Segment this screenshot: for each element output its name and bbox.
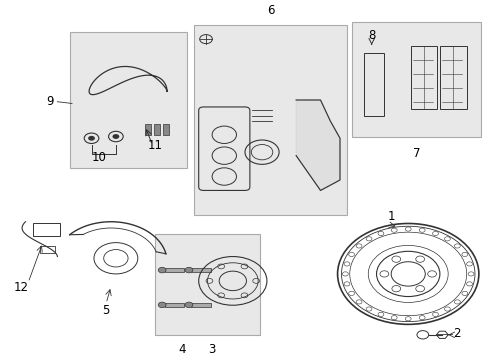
Bar bbox=[163, 124, 169, 135]
Text: 2: 2 bbox=[453, 327, 461, 340]
Circle shape bbox=[185, 302, 193, 308]
Text: 7: 7 bbox=[413, 147, 420, 160]
Polygon shape bbox=[296, 100, 340, 190]
Circle shape bbox=[462, 291, 468, 296]
Circle shape bbox=[468, 272, 474, 276]
Circle shape bbox=[392, 256, 401, 262]
Circle shape bbox=[466, 262, 472, 266]
Text: 6: 6 bbox=[267, 4, 274, 17]
Circle shape bbox=[356, 300, 362, 304]
Circle shape bbox=[349, 252, 355, 257]
Circle shape bbox=[343, 272, 348, 276]
Bar bbox=[155, 234, 260, 335]
Circle shape bbox=[344, 282, 350, 286]
Circle shape bbox=[392, 316, 397, 320]
Text: 12: 12 bbox=[13, 281, 28, 294]
Bar bbox=[194, 25, 347, 215]
Circle shape bbox=[454, 300, 460, 304]
Circle shape bbox=[392, 228, 397, 232]
Circle shape bbox=[380, 271, 389, 277]
Circle shape bbox=[378, 312, 384, 316]
Circle shape bbox=[428, 271, 437, 277]
Bar bbox=[40, 246, 55, 253]
Bar bbox=[154, 124, 160, 135]
Bar bbox=[192, 303, 211, 307]
Circle shape bbox=[366, 237, 372, 241]
Circle shape bbox=[392, 285, 401, 292]
Circle shape bbox=[444, 237, 450, 241]
Circle shape bbox=[462, 252, 468, 257]
Circle shape bbox=[405, 227, 411, 231]
Circle shape bbox=[405, 317, 411, 321]
Circle shape bbox=[158, 302, 166, 308]
Bar bbox=[352, 22, 481, 136]
Bar bbox=[411, 46, 438, 109]
Bar bbox=[165, 303, 184, 307]
Circle shape bbox=[158, 267, 166, 273]
Text: 9: 9 bbox=[47, 95, 54, 108]
Circle shape bbox=[185, 267, 193, 273]
Bar bbox=[165, 268, 184, 272]
Circle shape bbox=[444, 307, 450, 311]
Circle shape bbox=[378, 231, 384, 235]
Circle shape bbox=[88, 136, 95, 141]
Text: 11: 11 bbox=[147, 139, 162, 152]
Circle shape bbox=[416, 256, 424, 262]
Bar bbox=[70, 32, 187, 168]
Text: 3: 3 bbox=[208, 343, 216, 356]
Text: 8: 8 bbox=[368, 29, 375, 42]
Circle shape bbox=[356, 244, 362, 248]
Circle shape bbox=[366, 307, 372, 311]
Circle shape bbox=[113, 134, 119, 139]
Text: 4: 4 bbox=[178, 343, 185, 356]
Bar bbox=[365, 53, 384, 116]
Circle shape bbox=[416, 285, 424, 292]
Circle shape bbox=[433, 231, 439, 235]
Circle shape bbox=[419, 228, 425, 232]
Bar bbox=[33, 224, 60, 236]
Circle shape bbox=[466, 282, 472, 286]
Circle shape bbox=[419, 316, 425, 320]
Text: 1: 1 bbox=[388, 210, 395, 223]
Bar bbox=[440, 46, 466, 109]
Text: 10: 10 bbox=[92, 151, 106, 165]
Bar bbox=[145, 124, 151, 135]
Circle shape bbox=[454, 244, 460, 248]
Circle shape bbox=[433, 312, 439, 316]
Circle shape bbox=[349, 291, 355, 296]
Circle shape bbox=[344, 262, 350, 266]
Text: 5: 5 bbox=[102, 304, 110, 317]
Bar bbox=[192, 268, 211, 272]
